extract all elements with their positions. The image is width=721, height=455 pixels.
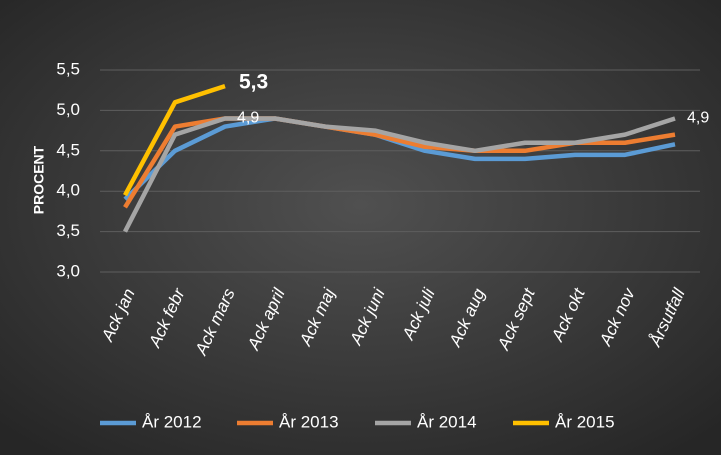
y-tick-label: 3,5 [56, 221, 80, 240]
y-tick-label: 4,5 [56, 140, 80, 159]
data-label: 4,9 [237, 110, 259, 127]
data-label: 4,9 [687, 110, 709, 127]
legend-label: År 2014 [417, 412, 477, 431]
y-tick-label: 5,0 [56, 100, 80, 119]
y-tick-label: 5,5 [56, 59, 80, 78]
legend-label: År 2015 [555, 412, 615, 431]
series-line [123, 84, 226, 197]
data-label: 5,3 [239, 71, 268, 94]
legend-label: År 2013 [279, 412, 339, 431]
y-tick-label: 3,0 [56, 261, 80, 280]
y-tick-label: 4,0 [56, 181, 80, 200]
legend-label: År 2012 [142, 412, 202, 431]
series-line [123, 116, 676, 233]
y-axis-title: PROCENT [31, 145, 47, 214]
